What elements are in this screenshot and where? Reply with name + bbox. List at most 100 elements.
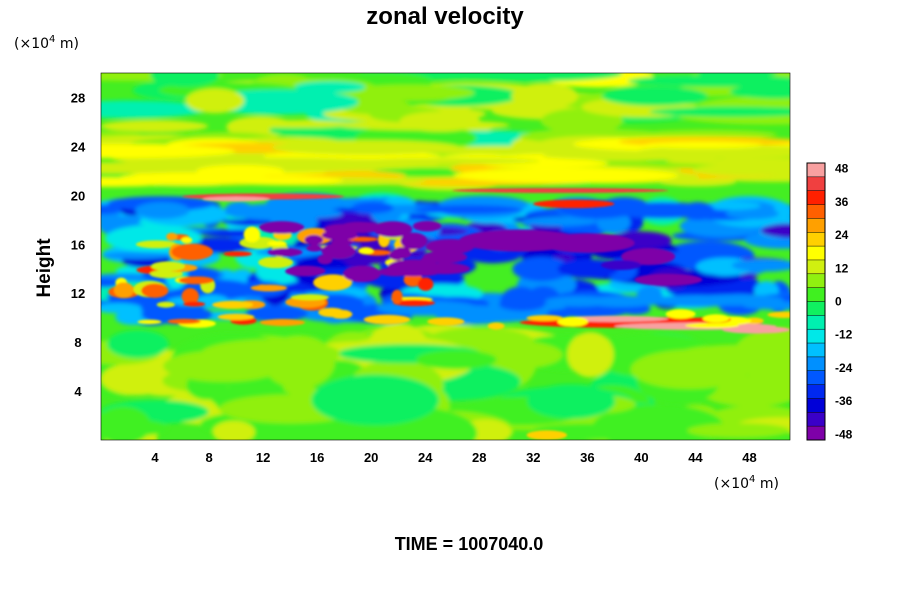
field-blob	[285, 265, 326, 277]
field-blob	[400, 232, 428, 250]
field-blob	[649, 106, 790, 117]
field-blob	[725, 207, 779, 220]
field-blob	[313, 274, 353, 291]
colorbar-tick-label: 48	[835, 162, 849, 176]
x-tick-label: 16	[310, 450, 324, 465]
field-blob	[630, 349, 750, 389]
y-tick-label: 4	[74, 384, 82, 399]
colorbar-band	[807, 412, 825, 427]
field-blob	[767, 311, 790, 318]
field-blob	[377, 267, 414, 277]
field-blob	[665, 157, 790, 165]
colorbar-band	[807, 273, 825, 288]
field-blob	[217, 313, 255, 321]
field-blob	[393, 299, 436, 307]
field-blob	[601, 86, 708, 106]
plot-frame	[100, 72, 791, 441]
field-blob	[243, 226, 261, 243]
field-blob	[321, 242, 356, 259]
field-blob	[101, 406, 151, 440]
field-blob	[167, 318, 201, 324]
field-blob	[512, 256, 571, 282]
field-blob	[185, 88, 245, 114]
field-blob	[412, 220, 442, 232]
field-blob	[101, 101, 208, 119]
x-tick-label: 24	[418, 450, 433, 465]
field-blob	[416, 350, 497, 370]
colorbar-band	[807, 398, 825, 413]
field-blob	[101, 251, 172, 260]
colorbar-band	[807, 246, 825, 260]
field-blob	[685, 323, 739, 329]
field-blob	[627, 75, 790, 87]
field-blob	[150, 73, 220, 87]
field-blob	[233, 120, 353, 128]
colorbar-band	[807, 176, 825, 191]
field-blob	[141, 283, 169, 298]
y-unit-base: (×10	[14, 36, 49, 52]
field-blob	[171, 243, 213, 261]
colorbar-tick-label: 0	[835, 295, 842, 309]
field-blob	[452, 187, 669, 193]
colorbar-band	[807, 204, 825, 219]
field-blob	[697, 73, 778, 78]
y-tick-label: 12	[71, 286, 85, 301]
field-blob	[224, 201, 254, 219]
field-blob	[644, 141, 763, 149]
field-blob	[634, 273, 703, 286]
colorbar-bands	[807, 163, 825, 441]
field-blob	[304, 234, 324, 246]
field-blob	[363, 314, 411, 325]
field-blob	[665, 309, 696, 319]
y-axis-unit: (×104 m)	[14, 34, 79, 52]
colorbar-band	[807, 384, 825, 399]
field-blob	[318, 307, 345, 318]
colorbar-tick-label: 12	[835, 261, 849, 275]
field-blob	[294, 80, 366, 94]
field-blob	[258, 256, 294, 269]
field-blob	[722, 326, 790, 334]
field-blob	[306, 244, 323, 252]
field-blob	[453, 167, 679, 184]
y-axis-label: Height	[34, 238, 55, 298]
x-ticks: 4 8 12 16 20 24 28 32 36 40 44 48	[151, 450, 756, 465]
colorbar-tick-label: -12	[835, 328, 853, 342]
field-blob	[621, 247, 676, 266]
field-blob	[521, 216, 598, 227]
field-blob	[101, 144, 236, 159]
x-tick-label: 8	[205, 450, 212, 465]
field-blob	[101, 177, 174, 187]
colorbar-band	[807, 287, 825, 302]
x-axis-unit: (×104 m)	[714, 474, 779, 492]
field-blob	[267, 248, 303, 257]
y-unit-exponent: 4	[49, 34, 55, 45]
x-tick-label: 40	[634, 450, 648, 465]
field-blob	[357, 157, 540, 165]
colorbar-tick-label: -48	[835, 427, 853, 441]
field-blob	[183, 301, 206, 307]
field-blob	[290, 294, 330, 301]
field-blob	[545, 296, 614, 307]
colorbar-band	[807, 426, 825, 440]
x-unit-tail: m)	[755, 476, 779, 492]
field-blob	[101, 204, 122, 215]
field-blob	[702, 314, 730, 323]
field-blob	[451, 73, 623, 82]
field-blob	[403, 272, 423, 287]
field-blob	[178, 276, 214, 285]
colorbar-tick-label: -36	[835, 394, 853, 408]
colorbar-band	[807, 190, 825, 205]
x-tick-label: 20	[364, 450, 378, 465]
field-blob	[267, 240, 287, 247]
field-blob	[271, 140, 460, 155]
field-blob	[731, 259, 790, 272]
field-blob	[598, 197, 650, 217]
field-blob	[399, 111, 481, 132]
colorbar-frame	[806, 162, 826, 441]
field-blob	[346, 236, 378, 242]
field-blob	[166, 232, 178, 241]
field-blob	[135, 201, 190, 219]
x-tick-label: 36	[580, 450, 594, 465]
x-unit-base: (×10	[714, 476, 749, 492]
field-blob	[425, 238, 475, 255]
